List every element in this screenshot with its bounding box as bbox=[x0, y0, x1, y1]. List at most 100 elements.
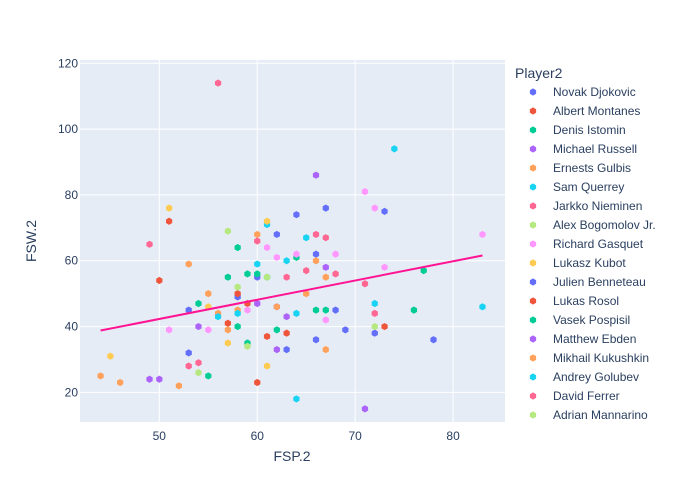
gridlines bbox=[80, 60, 505, 422]
plot-background bbox=[80, 60, 505, 422]
legend-label: Alex Bogomolov Jr. bbox=[553, 218, 656, 232]
data-point bbox=[273, 303, 280, 311]
y-axis-title: FSW.2 bbox=[23, 220, 39, 262]
legend-label: Mikhail Kukushkin bbox=[553, 351, 649, 365]
legend-label: Ernests Gulbis bbox=[553, 161, 631, 175]
legend-marker bbox=[529, 221, 537, 229]
data-point bbox=[371, 299, 378, 308]
data-point bbox=[381, 322, 388, 331]
legend-marker bbox=[529, 164, 537, 172]
data-point bbox=[195, 322, 202, 331]
legend-marker bbox=[529, 126, 537, 134]
data-point bbox=[254, 378, 261, 387]
legend-marker bbox=[529, 373, 537, 381]
x-tick-label: 50 bbox=[153, 429, 167, 443]
data-point bbox=[166, 326, 173, 334]
data-point bbox=[263, 217, 271, 225]
data-point bbox=[234, 283, 241, 291]
data-point bbox=[293, 395, 300, 403]
legend-label: Andrey Golubev bbox=[553, 370, 639, 384]
legend-label: Julien Benneteau bbox=[553, 275, 646, 289]
data-point bbox=[312, 306, 320, 314]
x-axis-title: FSP.2 bbox=[273, 448, 310, 464]
legend-marker bbox=[529, 297, 537, 305]
data-point bbox=[205, 326, 212, 334]
y-axis-ticks: 20 40 60 80 100 120 bbox=[58, 56, 78, 399]
data-point bbox=[146, 375, 153, 383]
legend-label: Richard Gasquet bbox=[553, 237, 644, 251]
data-point bbox=[371, 204, 378, 212]
legend-marker bbox=[529, 278, 537, 286]
data-point bbox=[273, 326, 280, 334]
data-point bbox=[254, 237, 261, 245]
data-point bbox=[146, 240, 153, 248]
legend-label: Matthew Ebden bbox=[553, 332, 636, 346]
data-point bbox=[420, 267, 427, 275]
x-axis-ticks: 50 60 70 80 bbox=[153, 429, 460, 443]
data-point bbox=[234, 290, 241, 298]
legend-marker bbox=[529, 88, 537, 96]
data-point bbox=[244, 270, 251, 278]
data-point bbox=[234, 309, 241, 317]
data-point bbox=[322, 346, 329, 354]
data-point bbox=[293, 309, 300, 317]
data-point bbox=[185, 349, 192, 357]
data-point bbox=[244, 306, 251, 314]
data-point bbox=[195, 369, 202, 377]
data-point bbox=[166, 217, 173, 225]
legend-marker bbox=[529, 240, 537, 248]
data-point bbox=[224, 339, 231, 347]
legend-label: Adrian Mannarino bbox=[553, 408, 648, 422]
data-point bbox=[205, 290, 212, 298]
legend-label: Albert Montanes bbox=[553, 104, 640, 118]
data-point bbox=[312, 250, 320, 258]
y-tick-label: 60 bbox=[65, 254, 79, 268]
legend-marker bbox=[529, 183, 537, 191]
legend-label: David Ferrer bbox=[553, 389, 620, 403]
data-point bbox=[224, 227, 231, 235]
data-point bbox=[224, 326, 231, 334]
data-point bbox=[156, 375, 163, 383]
data-point bbox=[283, 329, 290, 337]
data-point bbox=[361, 280, 369, 288]
data-point bbox=[332, 270, 339, 278]
data-point bbox=[263, 273, 271, 281]
data-point bbox=[254, 260, 261, 268]
x-tick-label: 60 bbox=[251, 429, 265, 443]
data-point bbox=[391, 145, 398, 153]
data-point bbox=[283, 257, 290, 265]
data-point bbox=[263, 243, 271, 252]
data-point bbox=[254, 270, 261, 278]
data-point bbox=[107, 352, 114, 360]
legend-marker bbox=[529, 354, 537, 362]
data-point bbox=[273, 346, 280, 354]
data-point bbox=[312, 171, 320, 179]
data-point bbox=[342, 326, 349, 334]
y-tick-label: 20 bbox=[65, 385, 79, 399]
data-point bbox=[312, 257, 320, 265]
legend-label: Lukas Rosol bbox=[553, 294, 619, 308]
data-point bbox=[166, 204, 173, 212]
data-point bbox=[205, 372, 212, 380]
y-tick-label: 40 bbox=[65, 320, 79, 334]
legend: Player2 Novak Djokovic Albert Montanes Den… bbox=[515, 65, 656, 422]
data-point bbox=[361, 405, 369, 413]
legend-marker bbox=[529, 145, 537, 153]
trendline-line bbox=[100, 254, 483, 332]
data-point bbox=[214, 313, 222, 321]
data-point bbox=[479, 303, 486, 311]
data-point bbox=[371, 329, 378, 337]
data-point bbox=[410, 306, 418, 314]
data-point bbox=[185, 260, 192, 268]
legend-marker bbox=[529, 316, 537, 324]
data-point bbox=[273, 230, 280, 239]
data-point bbox=[322, 204, 329, 212]
legend-marker bbox=[529, 335, 537, 343]
data-point bbox=[283, 313, 290, 321]
data-point bbox=[322, 273, 329, 281]
data-point bbox=[381, 263, 388, 271]
legend-label: Jarkko Nieminen bbox=[553, 199, 642, 213]
data-point bbox=[332, 250, 339, 258]
legend-label: Novak Djokovic bbox=[553, 85, 636, 99]
